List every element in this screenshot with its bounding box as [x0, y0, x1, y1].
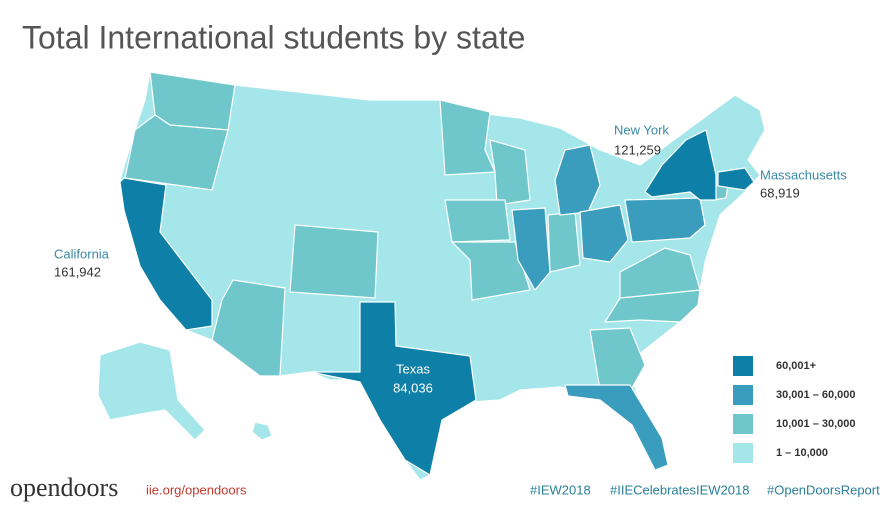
missouri	[451, 241, 531, 301]
alaska	[97, 341, 206, 441]
legend-label: 60,001+	[776, 360, 816, 372]
ohio	[579, 204, 629, 263]
footer-url: iie.org/opendoors	[146, 482, 247, 497]
oregon	[124, 114, 229, 191]
illinois	[511, 207, 551, 291]
legend-swatch	[733, 385, 753, 405]
legend-swatch	[733, 414, 753, 434]
logo: opendoors	[10, 473, 118, 502]
legend-label: 10,001 – 30,000	[776, 418, 856, 430]
callout-value: 121,259	[614, 142, 661, 157]
minnesota	[439, 99, 496, 176]
hawaii	[251, 421, 273, 441]
hashtag: #OpenDoorsReport	[767, 482, 880, 497]
legend-label: 30,001 – 60,000	[776, 389, 856, 401]
legend-swatch	[733, 356, 753, 376]
legend: 60,001+ 30,001 – 60,000 10,001 – 30,000 1 –…	[733, 356, 856, 463]
legend-swatch	[733, 443, 753, 463]
pennsylvania	[624, 197, 706, 243]
massachusetts	[717, 167, 755, 191]
virginia	[619, 247, 701, 299]
iowa	[444, 199, 511, 243]
callout-state: Texas	[396, 361, 430, 376]
california	[119, 177, 213, 331]
indiana	[547, 211, 581, 273]
hashtag: #IEW2018	[530, 482, 591, 497]
wisconsin	[489, 139, 531, 206]
texas	[309, 301, 477, 476]
callout-state: Massachusetts	[760, 167, 847, 182]
title: Total International students by state	[22, 19, 525, 55]
new-york	[644, 129, 717, 201]
georgia	[589, 327, 646, 391]
arizona	[211, 279, 286, 377]
florida	[564, 384, 669, 471]
colorado	[289, 224, 379, 299]
callout-value: 68,919	[760, 185, 800, 200]
callout-state: New York	[614, 122, 669, 137]
legend-label: 1 – 10,000	[776, 447, 828, 459]
hashtag: #IIECelebratesIEW2018	[610, 482, 749, 497]
callout-value: 161,942	[54, 264, 101, 279]
callout-value: 84,036	[393, 380, 433, 395]
callout-state: California	[54, 246, 110, 261]
